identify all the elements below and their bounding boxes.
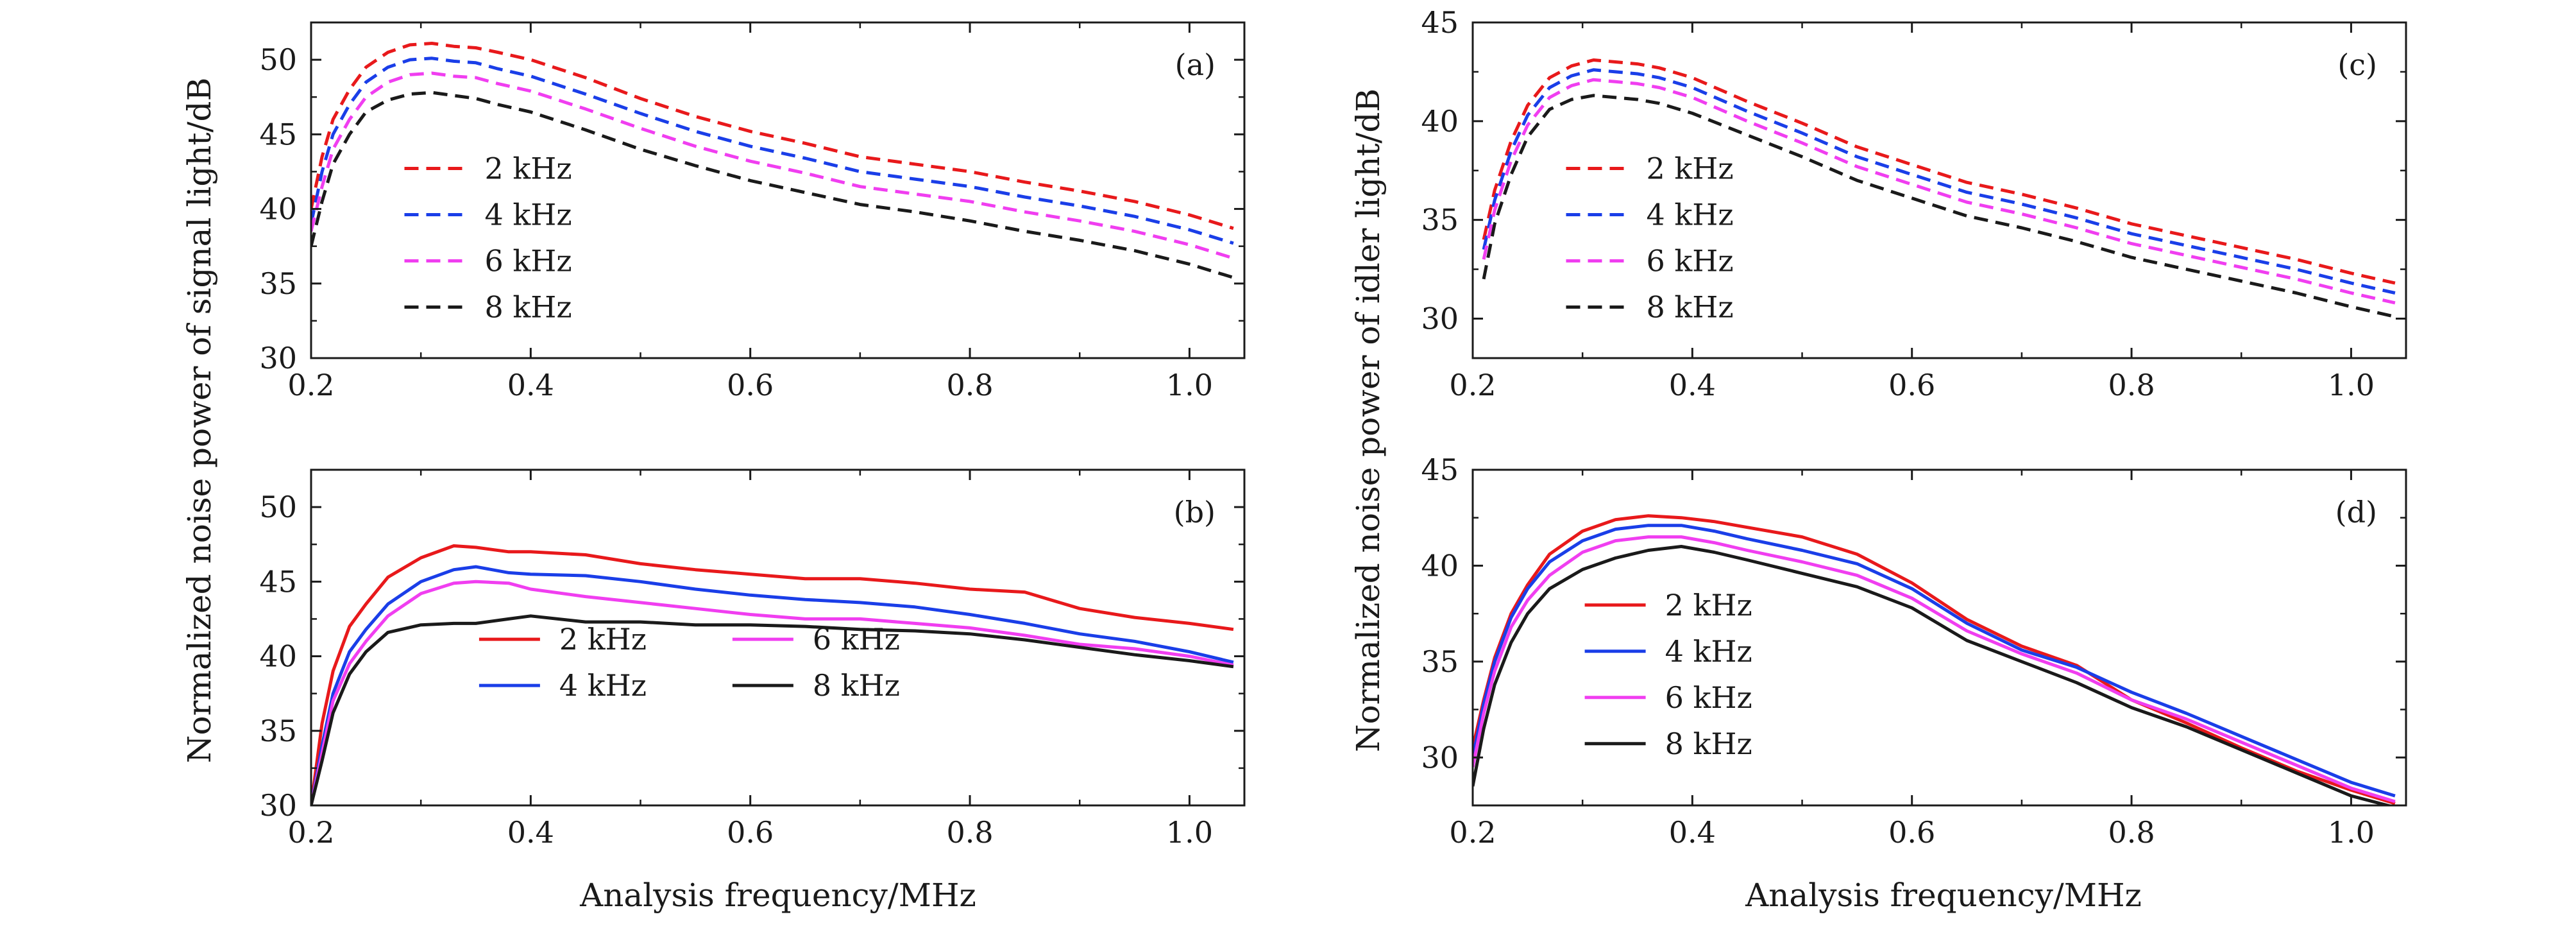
x-tick-label: 0.4 [1669,368,1716,402]
y-tick-label: 35 [259,714,297,748]
series-line-4-khz [311,56,1234,245]
chart-panel-d: 0.2 0.4 0.6 0.8 1.0 30 35 40 45 (d) 2 kHz 4 kHz 6 kH… [1421,452,2407,850]
y-tick-label: 30 [259,788,297,823]
series-line-2-khz [311,544,1234,805]
y-tick-label: 35 [259,266,297,301]
x-axis-title-left: Analysis frequency/MHz [579,877,976,914]
y-tick-label: 30 [1421,740,1459,775]
y-axis-title-idler: Normalized noise power of idler light/dB [1350,89,1387,752]
x-tick-label: 0.6 [1888,815,1935,850]
legend-label: 2 kHz [1647,151,1734,186]
legend-label: 6 kHz [1665,680,1752,715]
series-line-2-khz [1473,514,2396,805]
legend: 2 kHz 4 kHz 6 kHz 8 kHz [1584,588,1752,761]
x-tick-label: 0.4 [507,815,554,850]
panel-label: (c) [2337,47,2377,82]
x-tick-label: 0.8 [2108,368,2155,402]
y-tick-label: 40 [259,639,297,674]
legend-label: 6 kHz [485,244,572,279]
panel-label: (b) [1174,495,1216,529]
y-tick-label: 35 [1421,644,1459,679]
x-tick-label: 0.8 [2108,815,2155,850]
legend-label: 4 kHz [1647,198,1734,232]
y-tick-label: 30 [259,341,297,375]
x-tick-label: 1.0 [2328,368,2375,402]
y-tick-label: 45 [259,117,297,151]
x-tick-label: 0.2 [1449,815,1496,850]
legend-label: 4 kHz [1665,634,1752,669]
x-axis-title-right: Analysis frequency/MHz [1745,877,2142,914]
x-tick-label: 1.0 [2328,815,2375,850]
x-tick-label: 0.8 [946,815,993,850]
x-tick-label: 0.8 [946,368,993,402]
y-tick-label: 40 [1421,548,1459,583]
series-line-4-khz [311,565,1234,805]
y-tick-label: 45 [1421,452,1459,487]
y-tick-label: 40 [259,192,297,227]
legend-label: 8 kHz [485,290,572,325]
y-tick-label: 50 [259,42,297,77]
plot-frame [1471,468,2407,807]
series-line-6-khz [1473,535,2396,803]
y-tick-label: 50 [259,490,297,524]
y-tick-label: 35 [1421,203,1459,237]
y-tick-label: 40 [1421,104,1459,139]
x-tick-label: 0.6 [727,368,774,402]
chart-panel-c: 0.2 0.4 0.6 0.8 1.0 30 35 40 45 (c) 2 kHz 4 kHz 6 kH… [1421,5,2407,402]
series-line-8-khz [311,90,1234,279]
chart-panel-b: 0.2 0.4 0.6 0.8 1.0 30 35 40 45 50 (b) 2 kHz 4 kHz 6 … [259,468,1246,850]
x-tick-label: 0.2 [1449,368,1496,402]
legend: 2 kHz 4 kHz 6 kHz 8 kHz [404,151,572,325]
series-line-6-khz [311,71,1234,260]
y-tick-label: 30 [1421,301,1459,336]
legend-label: 6 kHz [813,622,900,657]
legend-label: 4 kHz [559,668,647,703]
x-tick-label: 0.6 [727,815,774,850]
legend-label: 2 kHz [485,151,572,186]
panel-label: (d) [2335,495,2377,529]
x-tick-label: 0.2 [287,815,334,850]
panel-label: (a) [1175,47,1216,82]
series-line-4-khz [1473,524,2396,798]
plot-frame [310,21,1246,359]
chart-panel-a: 0.2 0.4 0.6 0.8 1.0 30 35 40 45 50 (a) 2 kHz 4 kHz 6 … [259,21,1246,402]
y-tick-label: 45 [1421,5,1459,40]
legend: 2 kHz 4 kHz 6 kHz 8 kHz [1566,151,1734,325]
legend: 2 kHz 4 kHz 6 kHz 8 kHz [479,622,900,703]
series-line-2-khz [1482,58,2396,285]
series-line-2-khz [311,42,1234,230]
legend-label: 6 kHz [1647,244,1734,279]
series-line-8-khz [1473,545,2394,805]
series-line-8-khz [311,614,1234,805]
y-axis-title-signal: Normalized noise power of signal light/d… [181,78,218,763]
legend-label: 8 kHz [813,668,900,703]
series-line-6-khz [311,580,1234,805]
x-tick-label: 0.2 [287,368,334,402]
x-tick-label: 0.4 [1669,815,1716,850]
legend-label: 2 kHz [1665,588,1752,623]
x-tick-label: 1.0 [1166,368,1213,402]
plot-frame [1471,21,2407,359]
legend-label: 2 kHz [559,622,647,657]
x-tick-label: 1.0 [1166,815,1213,850]
legend-label: 4 kHz [485,198,572,232]
series-line-8-khz [1482,94,2396,318]
plot-frame [310,468,1246,807]
series-line-4-khz [1482,68,2396,295]
y-tick-label: 45 [259,564,297,599]
series-line-6-khz [1482,78,2396,305]
x-tick-label: 0.6 [1888,368,1935,402]
legend-label: 8 kHz [1665,726,1752,761]
x-tick-label: 0.4 [507,368,554,402]
legend-label: 8 kHz [1647,290,1734,325]
